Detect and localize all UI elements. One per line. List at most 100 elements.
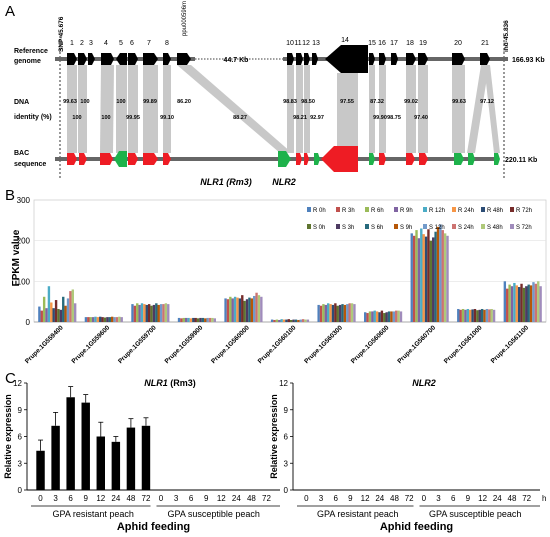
fpkm-bar: [155, 303, 158, 322]
identity-link: [418, 65, 428, 153]
gene-number: 14: [341, 37, 349, 44]
fpkm-bar: [120, 317, 123, 322]
fpkm-bar: [115, 317, 119, 322]
x-axis-label: Aphid feeding: [380, 521, 453, 533]
identity-link: [100, 65, 114, 153]
y-tick-label: 6: [284, 433, 289, 442]
fpkm-bars: [38, 224, 542, 322]
resistant-group-label: GPA resistant peach: [317, 509, 398, 519]
bac-gene-red: [304, 153, 309, 165]
fpkm-bar: [180, 318, 183, 322]
y-axis-label: Relative expression: [269, 394, 279, 479]
bac-gene-green: [494, 153, 500, 165]
fpkm-bar: [517, 287, 521, 322]
fpkm-bar: [299, 319, 302, 322]
ref-gene-17: [391, 53, 398, 65]
fpkm-bar: [522, 287, 526, 322]
fpkm-bar: [324, 304, 328, 322]
fpkm-bar: [145, 304, 148, 322]
fpkm-bar: [461, 308, 465, 322]
gene-id-label: Prupe.1G561100: [490, 324, 531, 365]
fpkm-bar: [253, 295, 256, 322]
identity-value: 92.97: [310, 115, 324, 121]
fpkm-bar: [364, 312, 367, 322]
fpkm-bar: [412, 235, 416, 322]
fpkm-bar: [177, 317, 181, 322]
fpkm-bar: [103, 317, 107, 322]
fpkm-bar: [201, 317, 205, 322]
identity-value: 97.40: [414, 115, 428, 121]
time-tick-label: 0: [304, 494, 309, 503]
fpkm-bar: [506, 288, 509, 322]
gene-number: 18: [406, 40, 414, 47]
bac-gene-red: [296, 153, 302, 165]
gene-number: 12: [302, 40, 310, 47]
fpkm-bar: [250, 298, 253, 322]
fpkm-bar: [373, 310, 376, 322]
gene-id-label: Prupe.1G561000: [443, 324, 484, 365]
nlr1-gene-label: NLR1 (Rm3): [200, 177, 252, 187]
ind-marker-label: ind-45.836: [503, 20, 510, 52]
identity-value: 98.50: [301, 99, 315, 105]
time-tick-label: 6: [333, 494, 338, 503]
fpkm-bar: [322, 304, 325, 322]
fpkm-bar: [441, 230, 444, 322]
legend-label: R 72h: [516, 208, 532, 214]
fpkm-bar: [87, 317, 90, 322]
y-tick-label: 0: [18, 486, 23, 495]
fpkm-bar: [420, 228, 423, 322]
ref-gene-4: [101, 53, 114, 65]
fpkm-bar: [143, 304, 146, 322]
bac-gene-green: [454, 153, 464, 165]
fpkm-bar: [297, 319, 300, 322]
fpkm-bar: [59, 309, 63, 322]
fpkm-bar: [140, 303, 144, 322]
fpkm-bar: [466, 308, 470, 322]
bac-gene-green: [468, 153, 475, 165]
gene-id-label: Prupe.1G559900: [164, 324, 205, 365]
fpkm-bar: [192, 317, 195, 322]
fpkm-bar: [395, 310, 398, 322]
identity-value: 99.10: [160, 115, 174, 121]
legend-label: S 48h: [487, 225, 503, 231]
expression-bar: [126, 427, 136, 490]
gene-number: 1: [70, 40, 74, 47]
gene-id-label: Prupe.1G559600: [71, 324, 112, 365]
fpkm-bar: [236, 297, 239, 322]
ref-gene-16: [379, 53, 386, 65]
fpkm-bar: [329, 304, 332, 322]
gene-number: 3: [89, 40, 93, 47]
bac-gene-red: [79, 153, 87, 165]
fpkm-bar: [378, 312, 381, 322]
fpkm-bar: [473, 308, 477, 322]
time-tick-label: 9: [348, 494, 353, 503]
time-tick-label: 12: [478, 494, 487, 503]
bac-label-line2: sequence: [14, 161, 46, 168]
gene-number: 13: [312, 40, 320, 47]
x-axis-label: Aphid feeding: [117, 521, 190, 533]
fpkm-bar: [513, 282, 516, 322]
fpkm-bar: [47, 286, 51, 322]
identity-value: 98.21: [293, 115, 307, 121]
ref-gene-3: [88, 53, 95, 65]
legend-swatch: [423, 224, 427, 229]
y-tick-label: 9: [18, 406, 23, 415]
fpkm-bar: [471, 309, 474, 322]
reference-length-label: 166.93 Kb: [512, 57, 545, 64]
gene-number: 4: [104, 40, 108, 47]
fpkm-bar: [157, 304, 160, 322]
fpkm-chart: 0 100 200 300: [17, 196, 547, 327]
fpkm-bar: [387, 311, 391, 322]
fpkm-bar: [69, 291, 72, 322]
bac-gene-red-large: [321, 146, 358, 172]
fpkm-bar: [476, 310, 479, 322]
expression-bar: [81, 402, 90, 490]
identity-link: [484, 65, 500, 153]
ref-gene-7: [143, 53, 158, 65]
fpkm-bar: [282, 319, 286, 322]
time-tick-label: 72: [262, 494, 271, 503]
gene-id-label: Prupe.1G560700: [396, 324, 437, 365]
reference-label-line1: Reference: [14, 48, 48, 55]
identity-link: [452, 65, 465, 153]
